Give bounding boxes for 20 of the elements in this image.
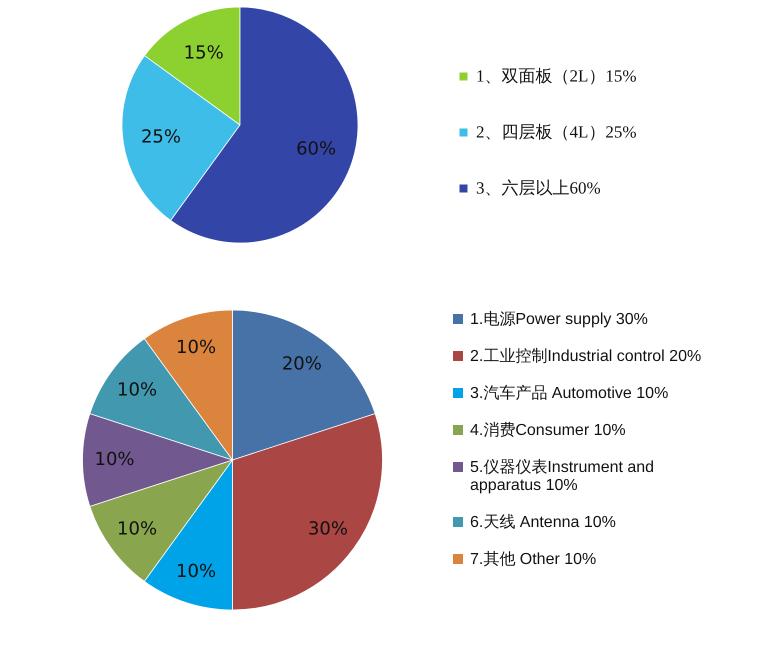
data-label: 10% xyxy=(117,518,158,540)
legend-label: 1、双面板（2L）15% xyxy=(476,66,637,86)
legend-label: 3.汽车产品 Automotive 10% xyxy=(470,384,668,402)
legend-label: 3、六层以上60% xyxy=(476,178,601,198)
legend-label: 6.天线 Antenna 10% xyxy=(470,513,616,531)
data-label: 10% xyxy=(176,336,216,358)
data-label: 10% xyxy=(176,561,216,582)
legend-label: 2.工业控制Industrial control 20% xyxy=(470,347,702,365)
data-label: 60% xyxy=(296,138,336,160)
data-label: 10% xyxy=(117,380,158,401)
legend-label: 5.仪器仪表Instrument and apparatus 10% xyxy=(470,458,654,494)
data-label: 10% xyxy=(94,449,135,470)
legend-label: 7.其他 Other 10% xyxy=(470,550,596,568)
legend-label: 2、四层板（4L）25% xyxy=(476,122,637,142)
data-label: 15% xyxy=(184,42,224,64)
data-label: 20% xyxy=(282,354,322,375)
data-label: 30% xyxy=(308,518,348,540)
data-label: 25% xyxy=(140,126,181,148)
legend-label: 4.消费Consumer 10% xyxy=(470,421,626,439)
legend-label: 1.电源Power supply 30% xyxy=(470,310,648,328)
